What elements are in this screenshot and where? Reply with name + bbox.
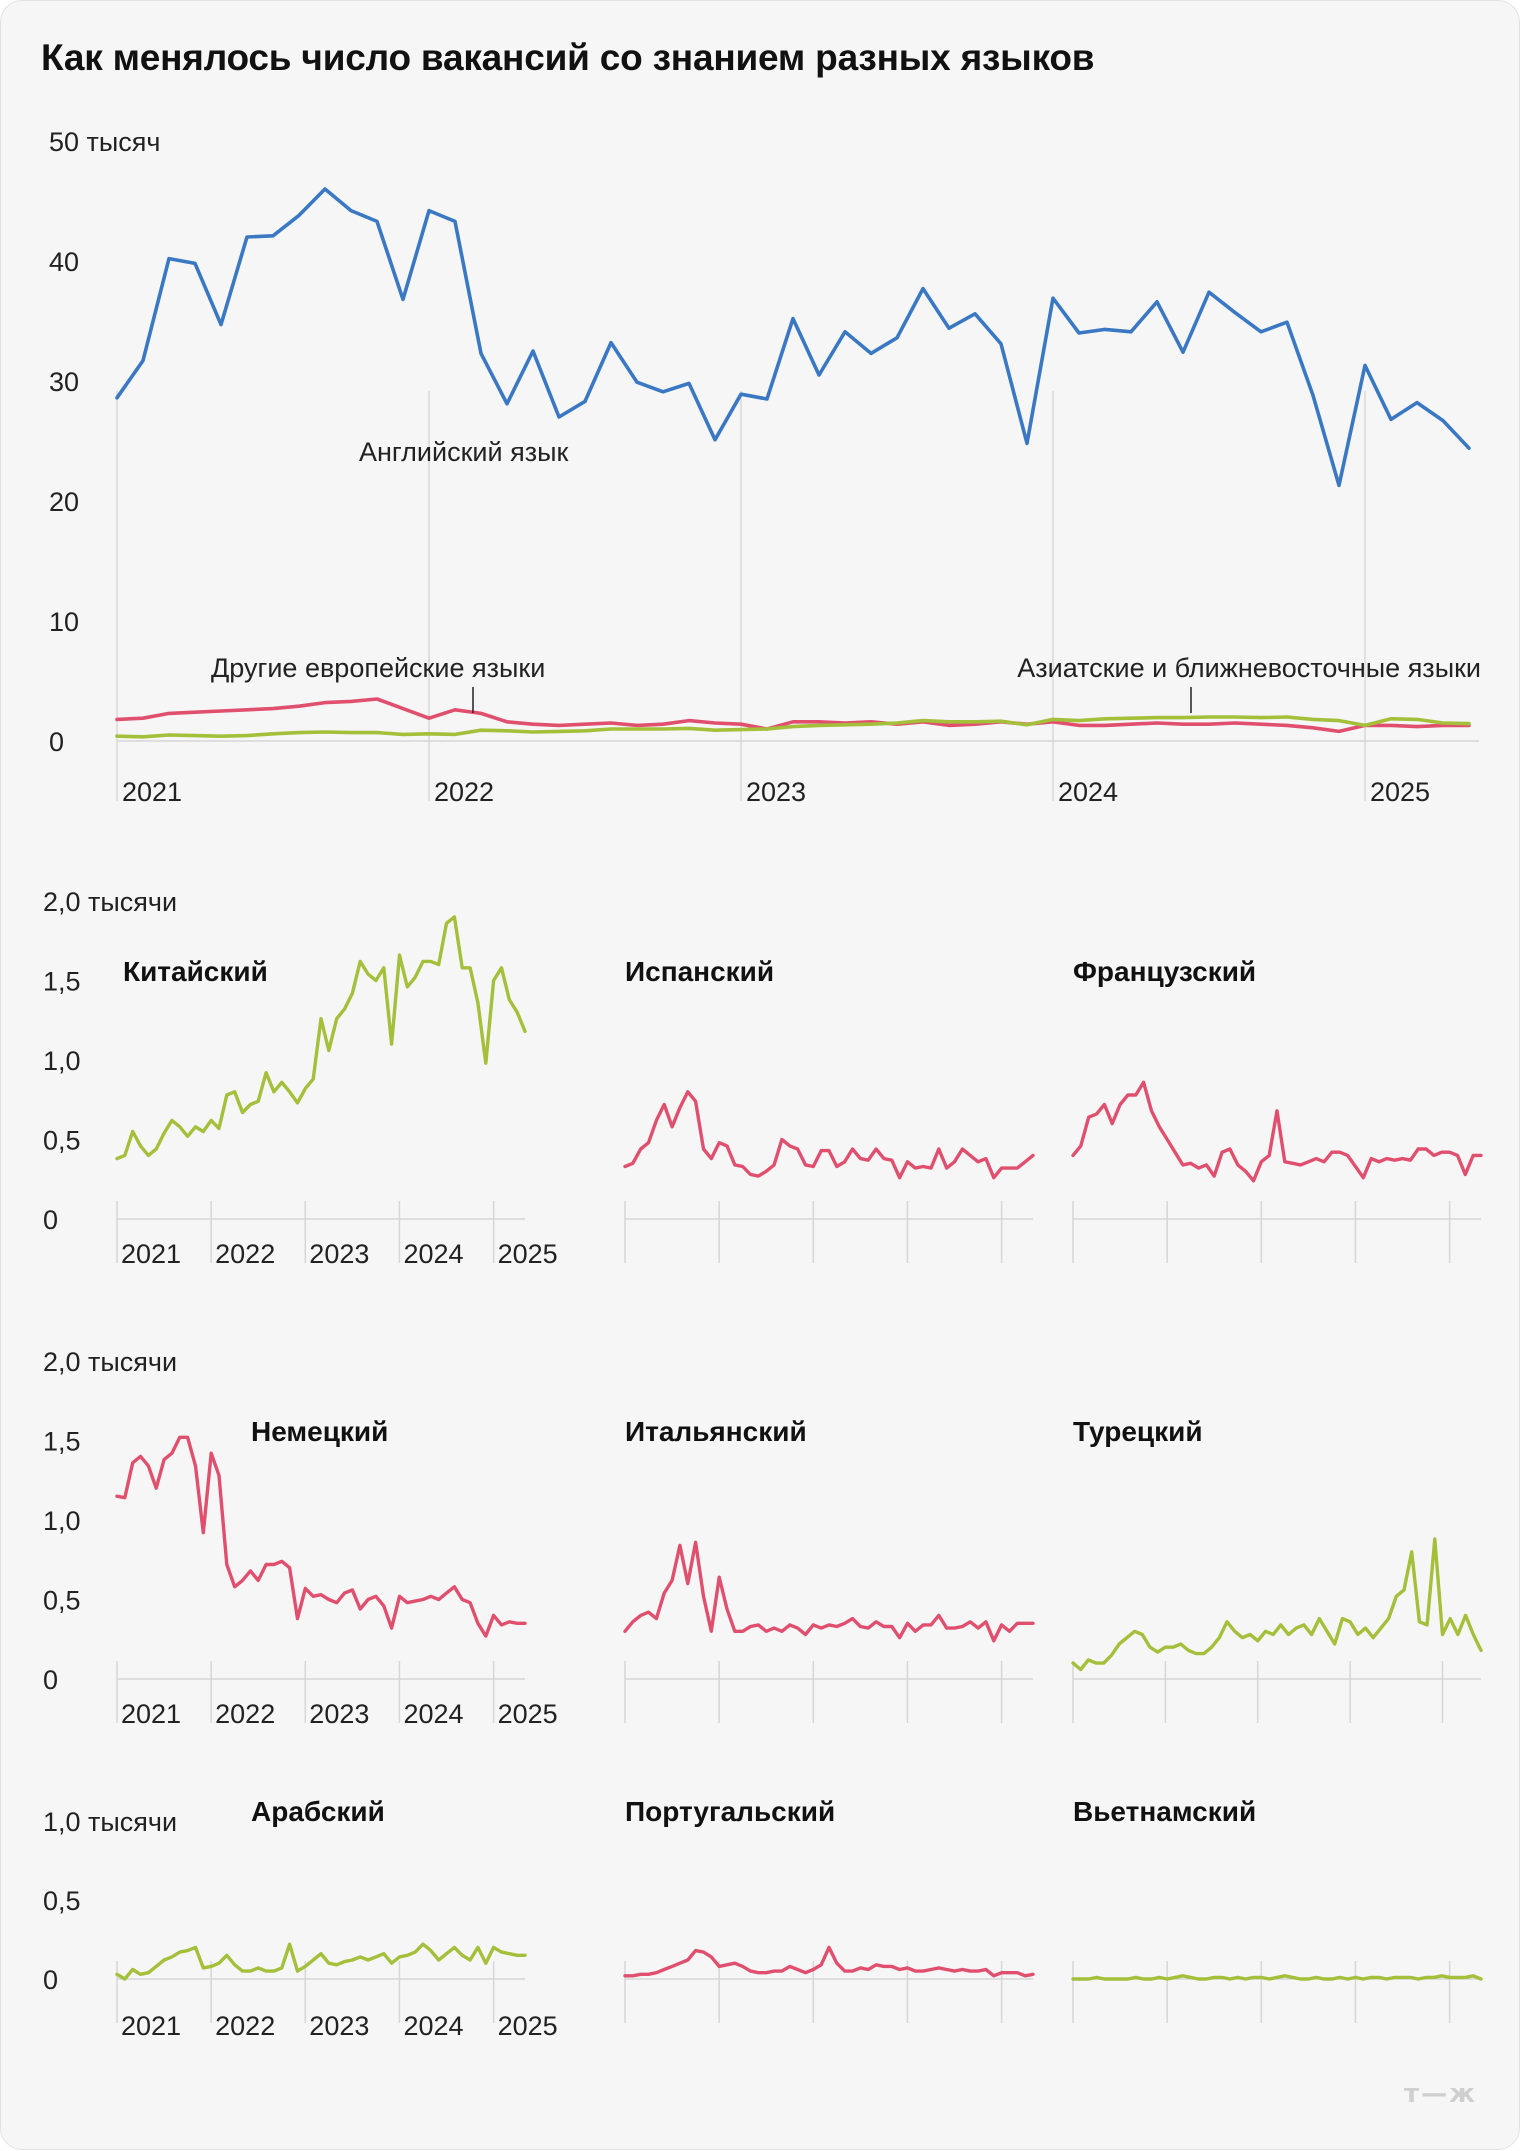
row2-y-tick-label: 1,5 [43,1427,81,1457]
panel-x-tick-label: 2022 [215,1699,275,1729]
series-line-english [115,187,1471,488]
row1-y-tick-label: 0,5 [43,1126,81,1156]
panel-title: Французский [1073,956,1256,987]
row2-y-tick-label: 1,0 [43,1506,81,1536]
panel-line-Турецкий [1071,1537,1483,1672]
panel-x-tick-label: 2022 [215,2011,275,2041]
panel-line-Итальянский [623,1540,1035,1643]
panel-x-tick-label: 2021 [121,2011,181,2041]
panel-title: Португальский [625,1796,835,1827]
panel-x-tick-label: 2021 [121,1239,181,1269]
row1-y-tick-label: 2,0 тысячи [43,887,177,917]
panel-title: Итальянский [625,1416,807,1447]
panel-title: Вьетнамский [1073,1796,1256,1827]
row2-y-tick-label: 0,5 [43,1586,81,1616]
main-y-tick-label: 50 тысяч [49,127,161,157]
panel-x-tick-label: 2025 [498,2011,558,2041]
row1-y-tick-label: 1,5 [43,967,81,997]
row2-y-tick-label: 2,0 тысячи [43,1347,177,1377]
panel-line-Немецкий [115,1435,527,1638]
brand-logo: т—ж [1404,2079,1477,2109]
panel-line-Арабский [115,1942,527,1981]
panel-title: Турецкий [1073,1416,1203,1447]
panel-line-Испанский [623,1090,1035,1180]
panel-x-tick-label: 2023 [309,1239,369,1269]
panel-title: Китайский [123,956,268,987]
row3-y-tick-label: 0,5 [43,1886,81,1916]
panel-x-tick-label: 2023 [309,2011,369,2041]
main-y-tick-label: 20 [49,487,79,517]
main-x-tick-label: 2022 [434,777,494,807]
row1-y-tick-label: 0 [43,1205,58,1235]
main-y-tick-label: 10 [49,607,79,637]
panel-x-tick-label: 2022 [215,1239,275,1269]
series-line-asian [115,715,1471,739]
series-label-asian: Азиатские и ближневосточные языки [1017,653,1481,683]
panel-x-tick-label: 2024 [403,1699,463,1729]
panel-line-Китайский [115,915,527,1161]
main-x-tick-label: 2021 [122,777,182,807]
panel-line-Португальский [623,1945,1035,1978]
main-x-tick-label: 2023 [746,777,806,807]
series-label-english: Английский язык [359,437,568,467]
panel-title: Испанский [625,956,774,987]
panel-x-tick-label: 2025 [498,1699,558,1729]
row2-y-tick-label: 0 [43,1665,58,1695]
page-title: Как менялось число вакансий со знанием р… [41,37,1095,78]
panel-title: Арабский [251,1796,385,1827]
panel-x-tick-label: 2025 [498,1239,558,1269]
panel-x-tick-label: 2024 [403,2011,463,2041]
row1-y-tick-label: 1,0 [43,1046,81,1076]
panel-title: Немецкий [251,1416,388,1447]
main-y-tick-label: 40 [49,247,79,277]
series-line-european [115,697,1471,734]
panel-line-Французский [1071,1080,1483,1183]
main-x-tick-label: 2024 [1058,777,1118,807]
panel-x-tick-label: 2021 [121,1699,181,1729]
panel-x-tick-label: 2024 [403,1239,463,1269]
main-x-tick-label: 2025 [1370,777,1430,807]
main-y-tick-label: 0 [49,727,64,757]
panel-line-Вьетнамский [1071,1974,1483,1981]
panel-x-tick-label: 2023 [309,1699,369,1729]
row3-y-tick-label: 1,0 тысячи [43,1807,177,1837]
row3-y-tick-label: 0 [43,1965,58,1995]
series-label-european: Другие европейские языки [211,653,545,683]
main-y-tick-label: 30 [49,367,79,397]
